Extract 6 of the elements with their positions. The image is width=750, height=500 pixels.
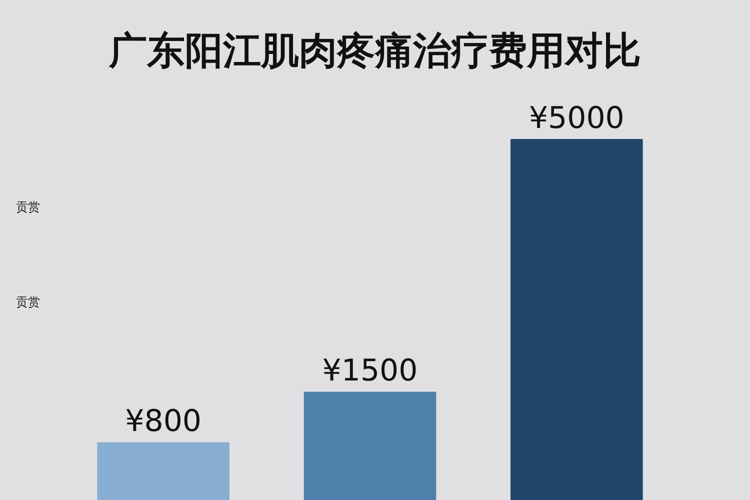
chart-title: 广东阳江肌肉疼痛治疗费用对比 <box>108 28 641 72</box>
data-label: ¥1500 <box>322 354 418 389</box>
data-label: ¥5000 <box>528 101 624 136</box>
annotation: 贡赏 <box>16 200 40 214</box>
data-label: ¥800 <box>125 404 202 440</box>
annotation: 贡赏 <box>16 295 40 309</box>
